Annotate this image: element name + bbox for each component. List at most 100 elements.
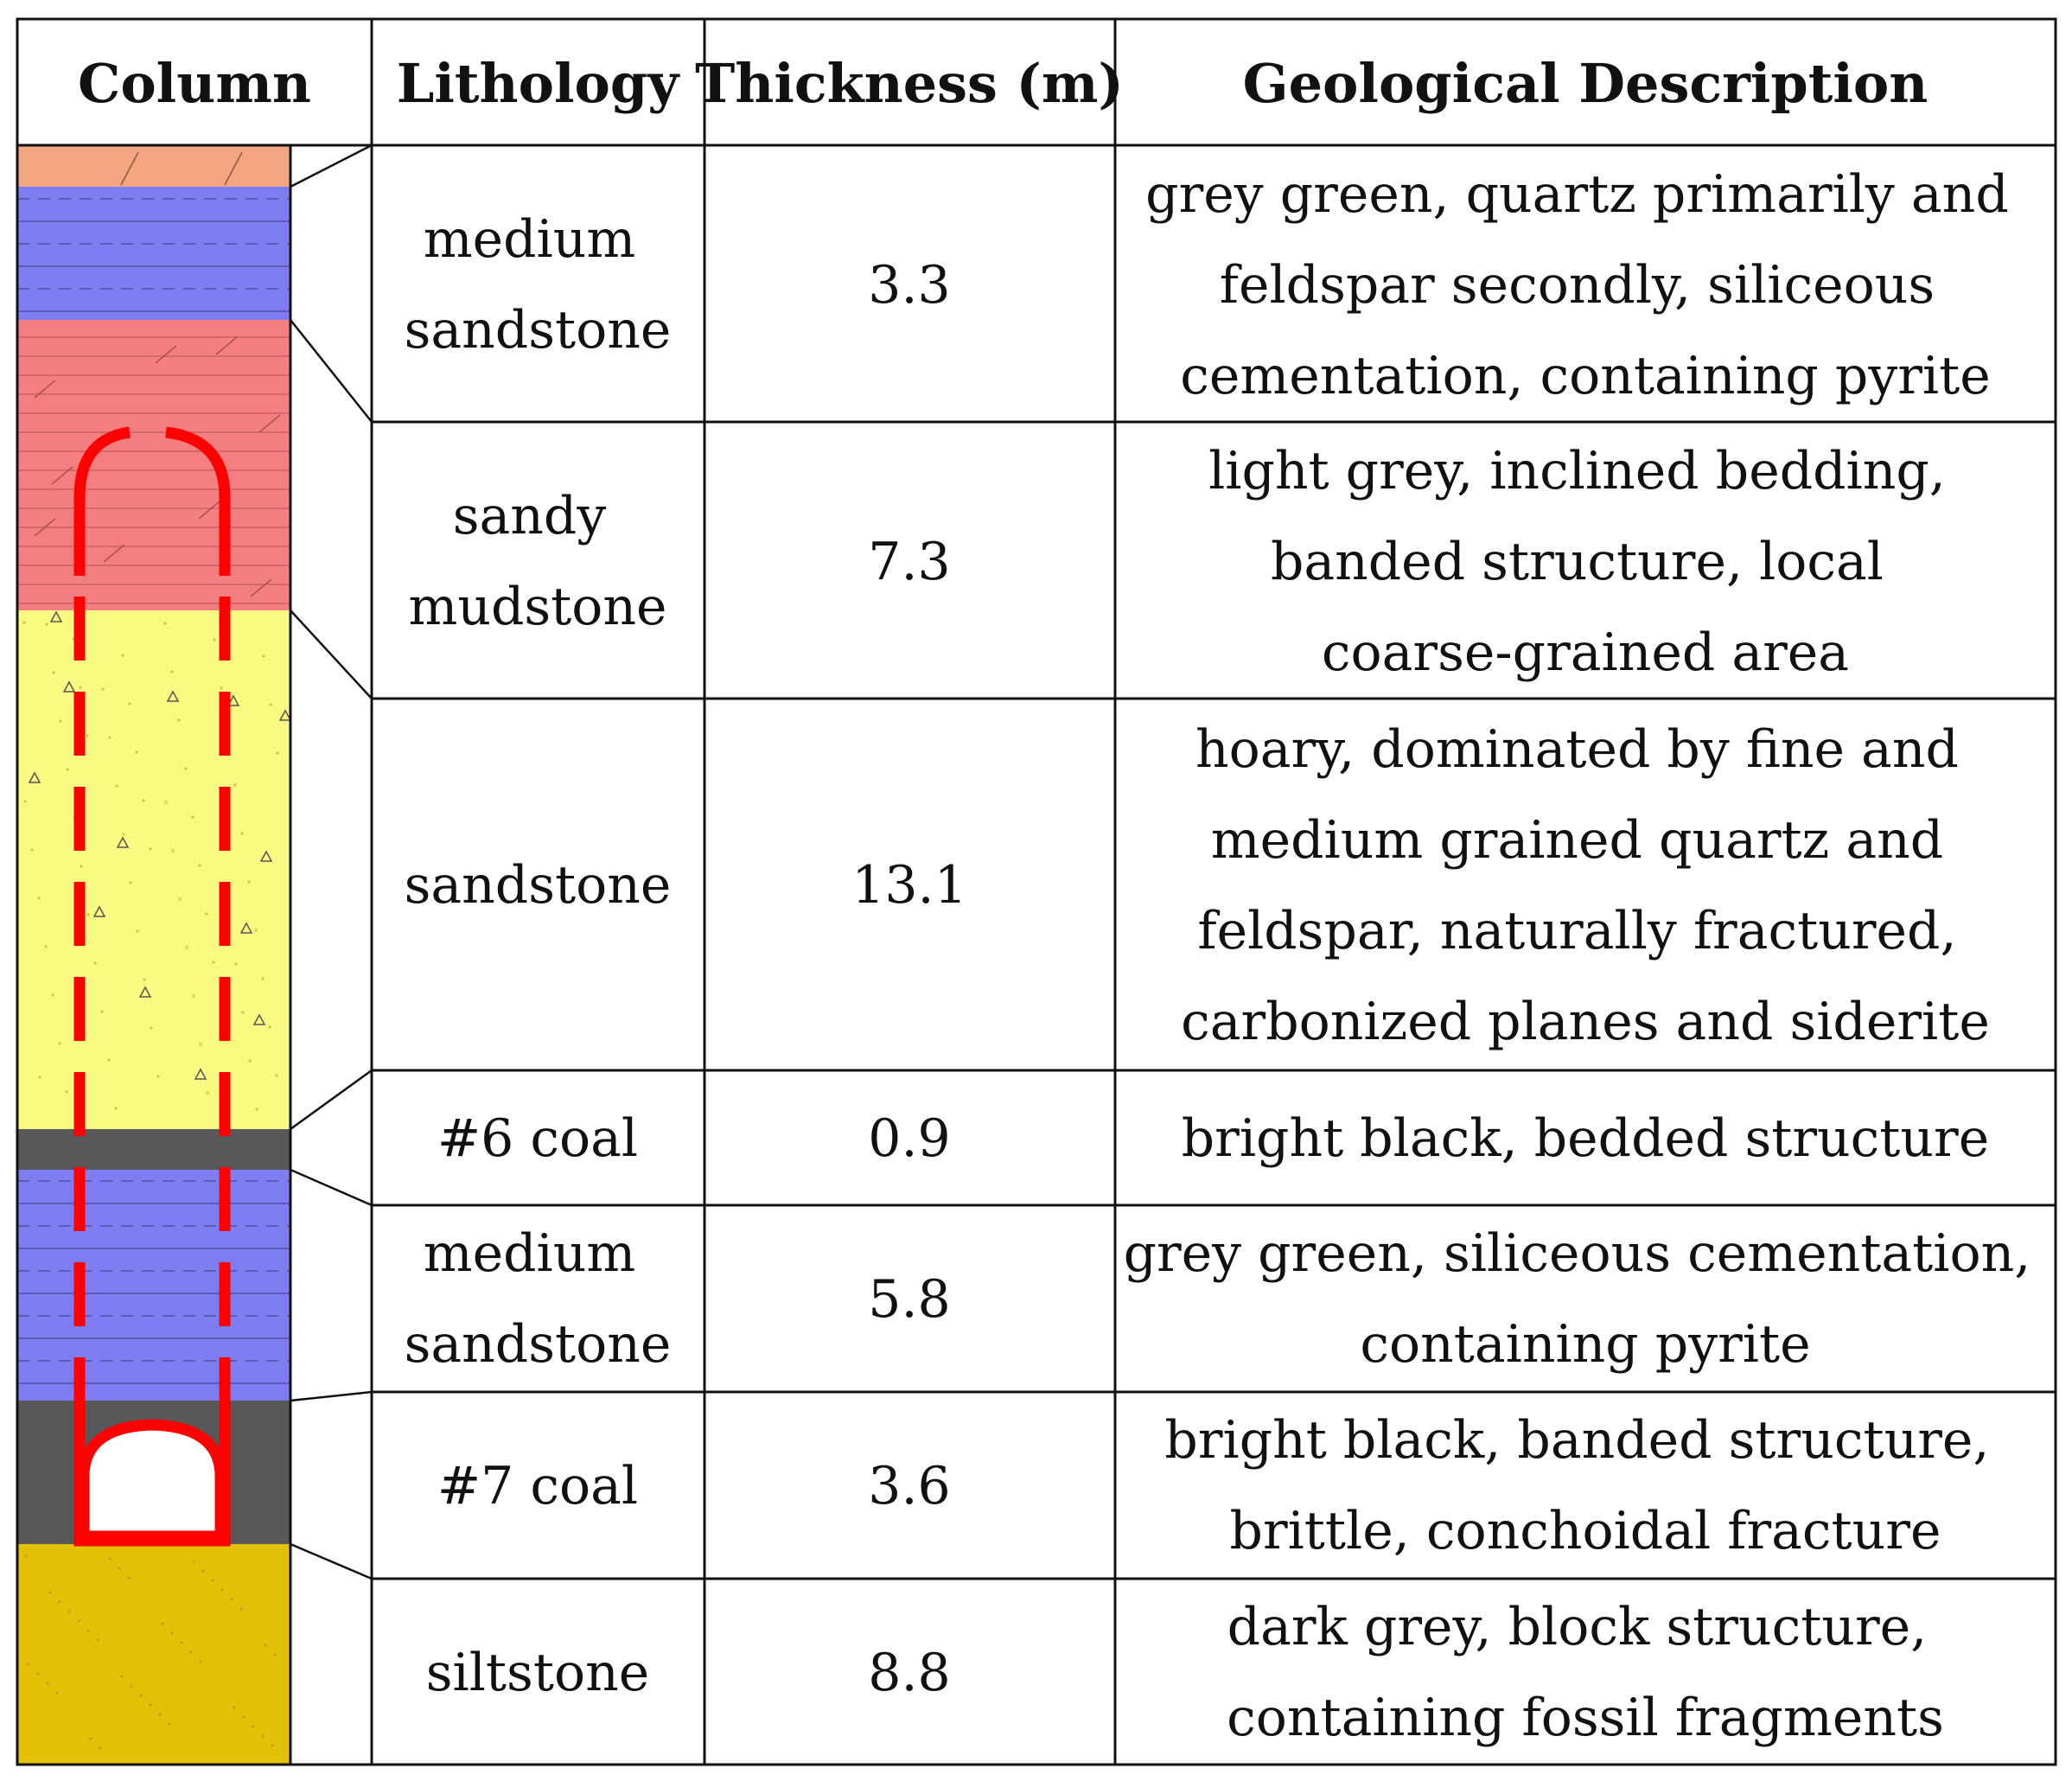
header-description: Geological Description — [1243, 52, 1929, 115]
grain-dot — [269, 703, 272, 706]
roadway-opening — [78, 1419, 226, 1542]
lithology-column — [17, 145, 290, 1765]
hatch-line — [215, 336, 238, 355]
grain-dot — [108, 1557, 112, 1561]
grain-dot — [101, 687, 105, 691]
grain-dot — [136, 929, 139, 933]
leader-7 — [290, 1542, 373, 1580]
hatch-line — [120, 151, 139, 186]
grain-dot — [212, 961, 215, 964]
grain-dot — [163, 622, 167, 625]
grain-triangle — [166, 690, 180, 702]
table-row: medium sandstone 5.8 grey green, siliceo… — [405, 1223, 2031, 1375]
description-cell: grey green, quartz primarily and feldspa… — [1145, 164, 2025, 406]
grain-dot — [24, 1554, 28, 1558]
grain-dot — [178, 897, 182, 901]
grain-dot — [189, 1650, 193, 1654]
grain-dot — [80, 865, 83, 868]
grain-triangle — [116, 836, 130, 848]
grain-triangle — [259, 850, 273, 862]
table-row: #7 coal 3.6 bright black, banded structu… — [437, 1410, 2005, 1561]
hatch-line — [250, 578, 272, 597]
leader-3 — [290, 610, 373, 699]
grain-dot — [220, 686, 223, 690]
grain-dot — [30, 848, 34, 852]
grain-dot — [248, 1059, 252, 1063]
grain-dot — [122, 833, 125, 836]
grain-dot — [242, 1715, 245, 1719]
grain-triangle — [138, 986, 152, 998]
layer-coal-6 — [17, 1129, 290, 1170]
hatch-line — [51, 466, 73, 485]
hatch-line — [103, 544, 125, 563]
table-row: #6 coal 0.9 bright black, bedded structu… — [437, 1108, 1989, 1169]
grain-dot — [206, 1091, 209, 1095]
grain-dot — [262, 654, 265, 658]
grain-dot — [158, 1713, 162, 1716]
hatch-line — [258, 414, 281, 433]
grain-dot — [213, 638, 216, 642]
grain-dot — [67, 1610, 71, 1613]
table-header: Column Lithology Thickness (m) Geologica… — [78, 52, 1928, 115]
lithology-cell: #6 coal — [437, 1108, 638, 1169]
grain-dot — [86, 734, 89, 737]
grain-dot — [171, 849, 175, 852]
grain-dot — [271, 1744, 274, 1747]
header-column: Column — [78, 52, 311, 115]
hatch-line — [198, 501, 220, 520]
lithology-cell: sandy mudstone — [408, 486, 666, 637]
grain-dot — [89, 1737, 92, 1740]
grain-dot — [239, 1607, 243, 1611]
layer-medium-sandstone-upper — [17, 187, 290, 320]
grain-dot — [65, 1090, 68, 1094]
grain-dot — [252, 1725, 255, 1728]
grain-triangle — [239, 922, 253, 934]
grain-dot — [22, 621, 26, 624]
grain-dot — [86, 1629, 90, 1632]
grain-triangle — [92, 905, 106, 917]
layer-siltstone — [17, 1544, 290, 1765]
grain-dot — [156, 1075, 160, 1078]
grain-dot — [170, 670, 174, 673]
grain-dot — [37, 897, 41, 900]
header-lithology: Lithology — [397, 52, 680, 115]
leader-6 — [290, 1390, 373, 1402]
grain-dot — [127, 1576, 131, 1580]
grain-dot — [180, 1641, 183, 1644]
rock-patterns — [17, 151, 290, 1750]
grain-dot — [275, 1074, 278, 1077]
grain-dot — [114, 1107, 118, 1110]
grain-dot — [51, 993, 54, 997]
grain-dot — [46, 1682, 49, 1685]
grain-dot — [129, 881, 132, 884]
grain-dot — [276, 751, 279, 755]
grain-triangle — [278, 709, 290, 721]
grain-dot — [233, 783, 237, 787]
description-cell: bright black, banded structure, brittle,… — [1164, 1410, 2005, 1561]
grain-triangle — [62, 680, 76, 693]
hatch-line — [155, 345, 177, 364]
grain-dot — [198, 864, 201, 867]
description-cell: light grey, inclined bedding, banded str… — [1208, 441, 1962, 683]
header-thickness: Thickness (m) — [695, 52, 1124, 115]
grain-dot — [96, 1638, 99, 1642]
lithology-cell: medium sandstone — [405, 1223, 672, 1375]
grain-dot — [184, 767, 188, 770]
grain-dot — [58, 1600, 61, 1604]
grain-dot — [150, 1026, 153, 1030]
grain-dot — [99, 1746, 102, 1750]
grain-dot — [255, 1108, 258, 1111]
layer-top — [17, 145, 290, 187]
grain-dot — [164, 801, 168, 804]
grain-dot — [261, 977, 265, 980]
grain-dot — [192, 1560, 195, 1563]
grain-dot — [23, 800, 27, 803]
grain-dot — [261, 1734, 265, 1738]
grain-dot — [191, 815, 194, 819]
layer-sandy-mudstone — [17, 320, 290, 610]
grain-dot — [268, 1025, 271, 1029]
leader-2 — [290, 319, 373, 423]
grain-dot — [120, 1675, 124, 1678]
grain-dot — [79, 686, 82, 689]
roadway-outline — [73, 426, 231, 1547]
